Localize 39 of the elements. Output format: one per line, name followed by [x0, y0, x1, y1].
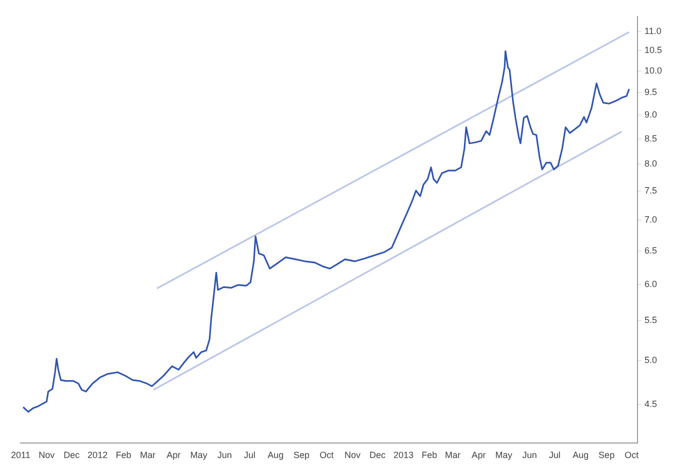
y-tick-label: 7.0 — [644, 214, 657, 224]
y-tick-label: 5.0 — [644, 354, 657, 365]
x-tick-label: Apr — [472, 450, 486, 460]
y-tick-label: 9.0 — [644, 110, 657, 120]
x-tick-label: Jun — [522, 450, 537, 460]
x-tick-label: 2013 — [393, 450, 414, 460]
y-tick-label: 8.0 — [644, 158, 657, 169]
y-tick-label: 6.0 — [644, 278, 657, 289]
x-tick-label: Aug — [268, 450, 284, 460]
x-tick-label: Dec — [370, 450, 386, 460]
y-tick-label: 6.5 — [644, 245, 657, 256]
x-tick-label: Jul — [548, 450, 560, 460]
x-tick-label: 2012 — [88, 450, 108, 460]
y-tick-label: 9.5 — [644, 86, 657, 97]
y-tick-label: 10.5 — [644, 45, 662, 56]
x-tick-label: 2011 — [10, 450, 30, 460]
y-tick-label: 5.5 — [644, 315, 657, 326]
x-tick-label: Dec — [64, 450, 80, 460]
x-tick-label: Mar — [140, 450, 156, 460]
y-tick-label: 4.5 — [644, 398, 657, 409]
x-tick-label: Nov — [344, 450, 361, 460]
x-tick-label: Sep — [293, 450, 310, 460]
x-tick-label: Feb — [422, 450, 438, 460]
x-tick-label: Aug — [572, 450, 589, 460]
x-tick-label: Apr — [166, 450, 181, 460]
x-tick-label: Mar — [445, 450, 461, 460]
x-tick-label: Sep — [598, 450, 615, 460]
y-tick-label: 8.5 — [644, 133, 657, 144]
x-tick-label: May — [495, 450, 513, 460]
x-tick-label: Feb — [116, 450, 132, 460]
y-tick-label: 7.5 — [644, 186, 657, 196]
x-tick-label: Jul — [244, 450, 256, 460]
x-tick-label: May — [190, 450, 208, 460]
x-tick-label: Jun — [217, 450, 232, 460]
x-tick-label: Oct — [624, 450, 640, 460]
y-tick-label: 11.0 — [644, 26, 662, 36]
x-tick-label: Oct — [320, 450, 334, 460]
x-tick-label: Nov — [38, 450, 56, 460]
y-tick-label: 10.0 — [644, 66, 662, 76]
